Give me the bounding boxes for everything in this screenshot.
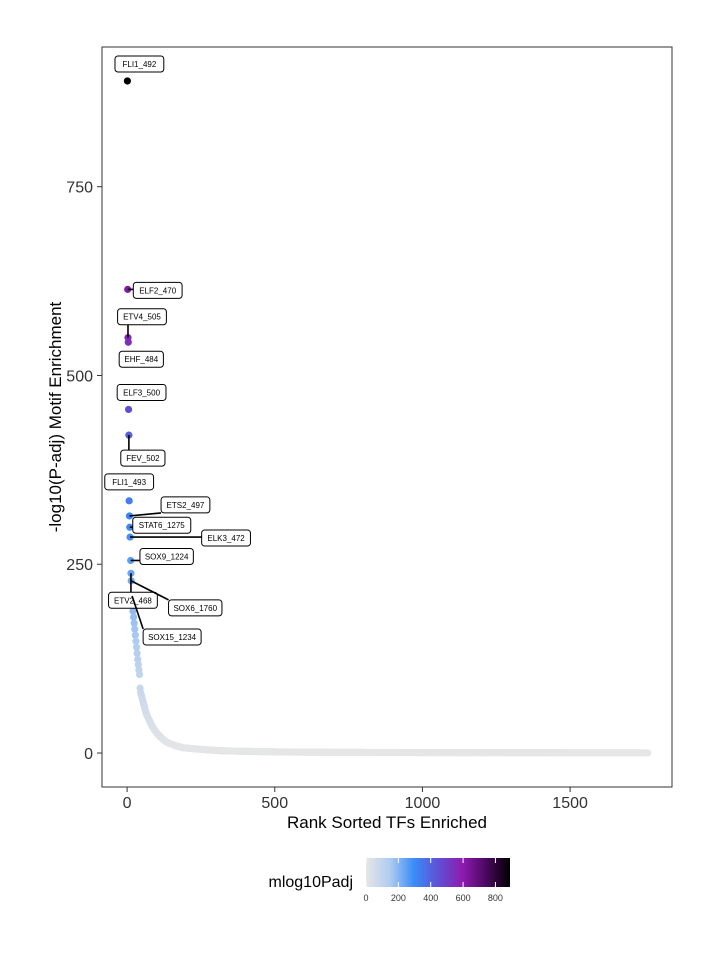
label-box <box>104 473 155 491</box>
legend-tick-label: 200 <box>391 893 406 903</box>
y-axis: 0 250 500 750 <box>66 180 102 763</box>
legend-tick-label: 800 <box>488 893 503 903</box>
point-label: ELF2_470 <box>127 281 183 299</box>
point-label: ELK3_472 <box>130 529 251 547</box>
label-text: ELF2_470 <box>139 286 176 295</box>
label-box <box>201 529 251 547</box>
color-legend: mlog10Padj 0 200 400 600 800 <box>269 858 510 903</box>
point-label: SOX9_1224 <box>130 547 194 565</box>
y-tick-label: 750 <box>66 180 93 197</box>
data-point-labeled <box>125 512 134 520</box>
data-point-labeled <box>123 77 131 85</box>
data-point <box>134 655 142 663</box>
y-tick-label: 500 <box>66 368 93 385</box>
data-point <box>130 613 138 621</box>
point-label: SOX6_1760 <box>130 580 223 617</box>
legend-ticks: 0 200 400 600 800 <box>363 858 503 903</box>
label-box <box>117 308 167 326</box>
label-connector <box>129 512 162 517</box>
data-point <box>132 643 141 651</box>
point-label: FLI1_492 <box>114 55 165 73</box>
label-box <box>118 350 164 368</box>
x-tick-label: 1500 <box>552 795 588 812</box>
legend-tick-label: 400 <box>423 893 438 903</box>
label-connector <box>130 580 169 601</box>
point-labels: FLI1_492 ELF2_470 ETV4_505 EHF_484 ELF3_500 F… <box>104 55 251 646</box>
y-tick-label: 250 <box>66 557 93 574</box>
label-text: FEV_502 <box>126 454 160 463</box>
point-label: ETV4_505 <box>117 308 167 338</box>
label-text: SOX15_1234 <box>148 633 197 642</box>
label-text: SOX9_1224 <box>145 552 189 561</box>
point-label: FEV_502 <box>120 435 166 467</box>
data-point <box>130 619 138 627</box>
data-point-labeled <box>124 405 133 414</box>
legend-title: mlog10Padj <box>269 874 354 891</box>
data-point <box>131 625 139 633</box>
label-text: STAT6_1275 <box>139 521 186 530</box>
point-label: FLI1_493 <box>104 473 155 491</box>
data-point <box>129 607 137 615</box>
label-text: ETS2_497 <box>167 501 205 510</box>
y-axis-title: -log10(P-adj) Motif Enrichment <box>46 301 65 532</box>
x-tick-label: 1000 <box>405 795 441 812</box>
point-label: SOX15_1234 <box>131 595 202 646</box>
label-text: ELF3_500 <box>123 388 160 397</box>
legend-tick-label: 0 <box>363 893 368 903</box>
y-tick-label: 0 <box>84 746 93 763</box>
label-text: ETV4_505 <box>123 313 161 322</box>
label-connector <box>131 595 144 630</box>
label-box <box>132 516 192 534</box>
x-tick-label: 0 <box>123 795 132 812</box>
data-point <box>132 637 140 645</box>
data-point <box>644 749 652 757</box>
legend-tick-label: 600 <box>456 893 471 903</box>
point-label: STAT6_1275 <box>129 516 192 534</box>
point-label: EHF_484 <box>118 350 164 368</box>
label-text: EHF_484 <box>124 355 158 364</box>
data-point <box>135 670 144 679</box>
x-axis: 0 500 1000 1500 <box>123 787 588 812</box>
x-tick-label: 500 <box>261 795 288 812</box>
label-text: SOX6_1760 <box>173 604 217 613</box>
plot-panel <box>101 46 673 788</box>
label-box <box>139 547 194 565</box>
label-box <box>168 599 223 617</box>
data-point <box>131 631 139 639</box>
label-box <box>116 383 167 401</box>
data-point <box>134 661 142 669</box>
label-text: ELK3_472 <box>207 534 245 543</box>
label-box <box>132 281 183 299</box>
label-text: FLI1_492 <box>122 60 156 69</box>
label-box <box>160 496 211 514</box>
x-axis-title: Rank Sorted TFs Enriched <box>287 813 487 832</box>
point-label: ETS2_497 <box>129 496 211 517</box>
data-points <box>123 77 652 757</box>
label-text: FLI1_493 <box>112 478 146 487</box>
data-point <box>133 649 141 657</box>
legend-colorbar <box>366 858 510 887</box>
point-label: ELF3_500 <box>116 383 167 401</box>
label-box <box>142 628 202 646</box>
data-point-labeled <box>125 497 133 505</box>
label-box <box>114 55 165 73</box>
label-box <box>120 449 166 467</box>
